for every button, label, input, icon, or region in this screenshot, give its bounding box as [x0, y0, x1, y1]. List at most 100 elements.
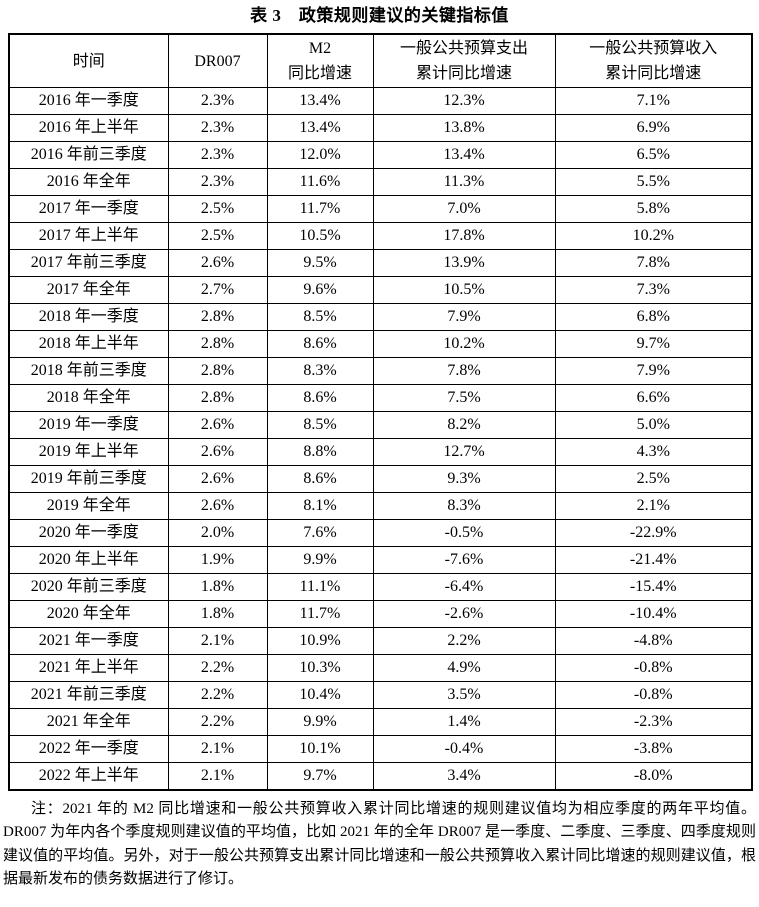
value-cell: 7.8% [554, 249, 753, 277]
value-cell: 7.3% [554, 276, 753, 304]
value-cell: 8.5% [266, 303, 374, 331]
value-cell: -0.8% [554, 681, 753, 709]
table-row: 2016 年全年 2.3% 11.6% 11.3% 5.5% [8, 168, 753, 196]
period-cell: 2017 年前三季度 [8, 249, 169, 277]
value-cell: 11.3% [372, 168, 556, 196]
value-cell: 7.1% [554, 87, 753, 115]
value-cell: 11.1% [266, 573, 374, 601]
value-cell: -22.9% [554, 519, 753, 547]
value-cell: 1.4% [372, 708, 556, 736]
value-cell: 6.5% [554, 141, 753, 169]
period-cell: 2018 年全年 [8, 384, 169, 412]
value-cell: 6.6% [554, 384, 753, 412]
table-row: 2019 年全年 2.6% 8.1% 8.3% 2.1% [8, 492, 753, 520]
value-cell: 2.3% [167, 168, 268, 196]
value-cell: 2.2% [167, 654, 268, 682]
value-cell: -2.6% [372, 600, 556, 628]
period-cell: 2018 年一季度 [8, 303, 169, 331]
value-cell: 10.4% [266, 681, 374, 709]
period-cell: 2022 年一季度 [8, 735, 169, 763]
value-cell: 8.6% [266, 384, 374, 412]
value-cell: 2.2% [167, 681, 268, 709]
value-cell: 5.0% [554, 411, 753, 439]
value-cell: 2.1% [167, 627, 268, 655]
value-cell: 11.7% [266, 195, 374, 223]
value-cell: 9.3% [372, 465, 556, 493]
value-cell: 10.5% [266, 222, 374, 250]
table-row: 2019 年上半年 2.6% 8.8% 12.7% 4.3% [8, 438, 753, 466]
value-cell: 2.3% [167, 141, 268, 169]
table-row: 2019 年前三季度 2.6% 8.6% 9.3% 2.5% [8, 465, 753, 493]
period-cell: 2020 年上半年 [8, 546, 169, 574]
value-cell: -10.4% [554, 600, 753, 628]
period-cell: 2019 年前三季度 [8, 465, 169, 493]
table-row: 2021 年前三季度 2.2% 10.4% 3.5% -0.8% [8, 681, 753, 709]
value-cell: -0.8% [554, 654, 753, 682]
table-row: 2017 年一季度 2.5% 11.7% 7.0% 5.8% [8, 195, 753, 223]
value-cell: 7.0% [372, 195, 556, 223]
value-cell: 2.8% [167, 357, 268, 385]
value-cell: 9.9% [266, 546, 374, 574]
header-row: 时间 DR007 M2 同比增速 一般公共预算支出 累计同比增速 一般公共预算收入 累计… [8, 33, 753, 88]
value-cell: 2.7% [167, 276, 268, 304]
period-cell: 2020 年前三季度 [8, 573, 169, 601]
value-cell: 13.4% [266, 114, 374, 142]
table-row: 2017 年上半年 2.5% 10.5% 17.8% 10.2% [8, 222, 753, 250]
value-cell: -3.8% [554, 735, 753, 763]
value-cell: 12.0% [266, 141, 374, 169]
header-cell: 一般公共预算收入 累计同比增速 [554, 33, 753, 88]
period-cell: 2019 年上半年 [8, 438, 169, 466]
value-cell: 12.3% [372, 87, 556, 115]
value-cell: 9.7% [266, 762, 374, 791]
value-cell: 8.6% [266, 465, 374, 493]
table-row: 2020 年前三季度 1.8% 11.1% -6.4% -15.4% [8, 573, 753, 601]
period-cell: 2018 年前三季度 [8, 357, 169, 385]
period-cell: 2017 年上半年 [8, 222, 169, 250]
value-cell: 2.5% [167, 222, 268, 250]
table-row: 2020 年一季度 2.0% 7.6% -0.5% -22.9% [8, 519, 753, 547]
period-cell: 2019 年一季度 [8, 411, 169, 439]
value-cell: 7.9% [372, 303, 556, 331]
value-cell: 4.3% [554, 438, 753, 466]
table-body: 2016 年一季度 2.3% 13.4% 12.3% 7.1% 2016 年上半年 2.3%… [8, 87, 753, 791]
value-cell: 8.2% [372, 411, 556, 439]
value-cell: 12.7% [372, 438, 556, 466]
value-cell: 2.6% [167, 492, 268, 520]
value-cell: 2.8% [167, 303, 268, 331]
table-row: 2017 年前三季度 2.6% 9.5% 13.9% 7.8% [8, 249, 753, 277]
period-cell: 2021 年前三季度 [8, 681, 169, 709]
value-cell: 13.4% [372, 141, 556, 169]
value-cell: 2.8% [167, 330, 268, 358]
table-row: 2018 年全年 2.8% 8.6% 7.5% 6.6% [8, 384, 753, 412]
value-cell: 4.9% [372, 654, 556, 682]
value-cell: 2.5% [167, 195, 268, 223]
value-cell: 8.3% [372, 492, 556, 520]
value-cell: -15.4% [554, 573, 753, 601]
value-cell: 9.7% [554, 330, 753, 358]
value-cell: 10.2% [554, 222, 753, 250]
value-cell: 5.5% [554, 168, 753, 196]
value-cell: 2.8% [167, 384, 268, 412]
period-cell: 2020 年一季度 [8, 519, 169, 547]
period-cell: 2016 年上半年 [8, 114, 169, 142]
value-cell: 1.8% [167, 573, 268, 601]
period-cell: 2018 年上半年 [8, 330, 169, 358]
table-row: 2022 年一季度 2.1% 10.1% -0.4% -3.8% [8, 735, 753, 763]
value-cell: 3.5% [372, 681, 556, 709]
value-cell: -21.4% [554, 546, 753, 574]
value-cell: 2.1% [554, 492, 753, 520]
table-header: 时间 DR007 M2 同比增速 一般公共预算支出 累计同比增速 一般公共预算收入 累计… [8, 33, 753, 88]
table-row: 2019 年一季度 2.6% 8.5% 8.2% 5.0% [8, 411, 753, 439]
value-cell: 10.1% [266, 735, 374, 763]
period-cell: 2021 年一季度 [8, 627, 169, 655]
value-cell: 7.6% [266, 519, 374, 547]
value-cell: 11.7% [266, 600, 374, 628]
value-cell: 5.8% [554, 195, 753, 223]
value-cell: 2.3% [167, 87, 268, 115]
period-cell: 2019 年全年 [8, 492, 169, 520]
value-cell: 2.3% [167, 114, 268, 142]
value-cell: -2.3% [554, 708, 753, 736]
value-cell: 2.6% [167, 249, 268, 277]
value-cell: 2.5% [554, 465, 753, 493]
